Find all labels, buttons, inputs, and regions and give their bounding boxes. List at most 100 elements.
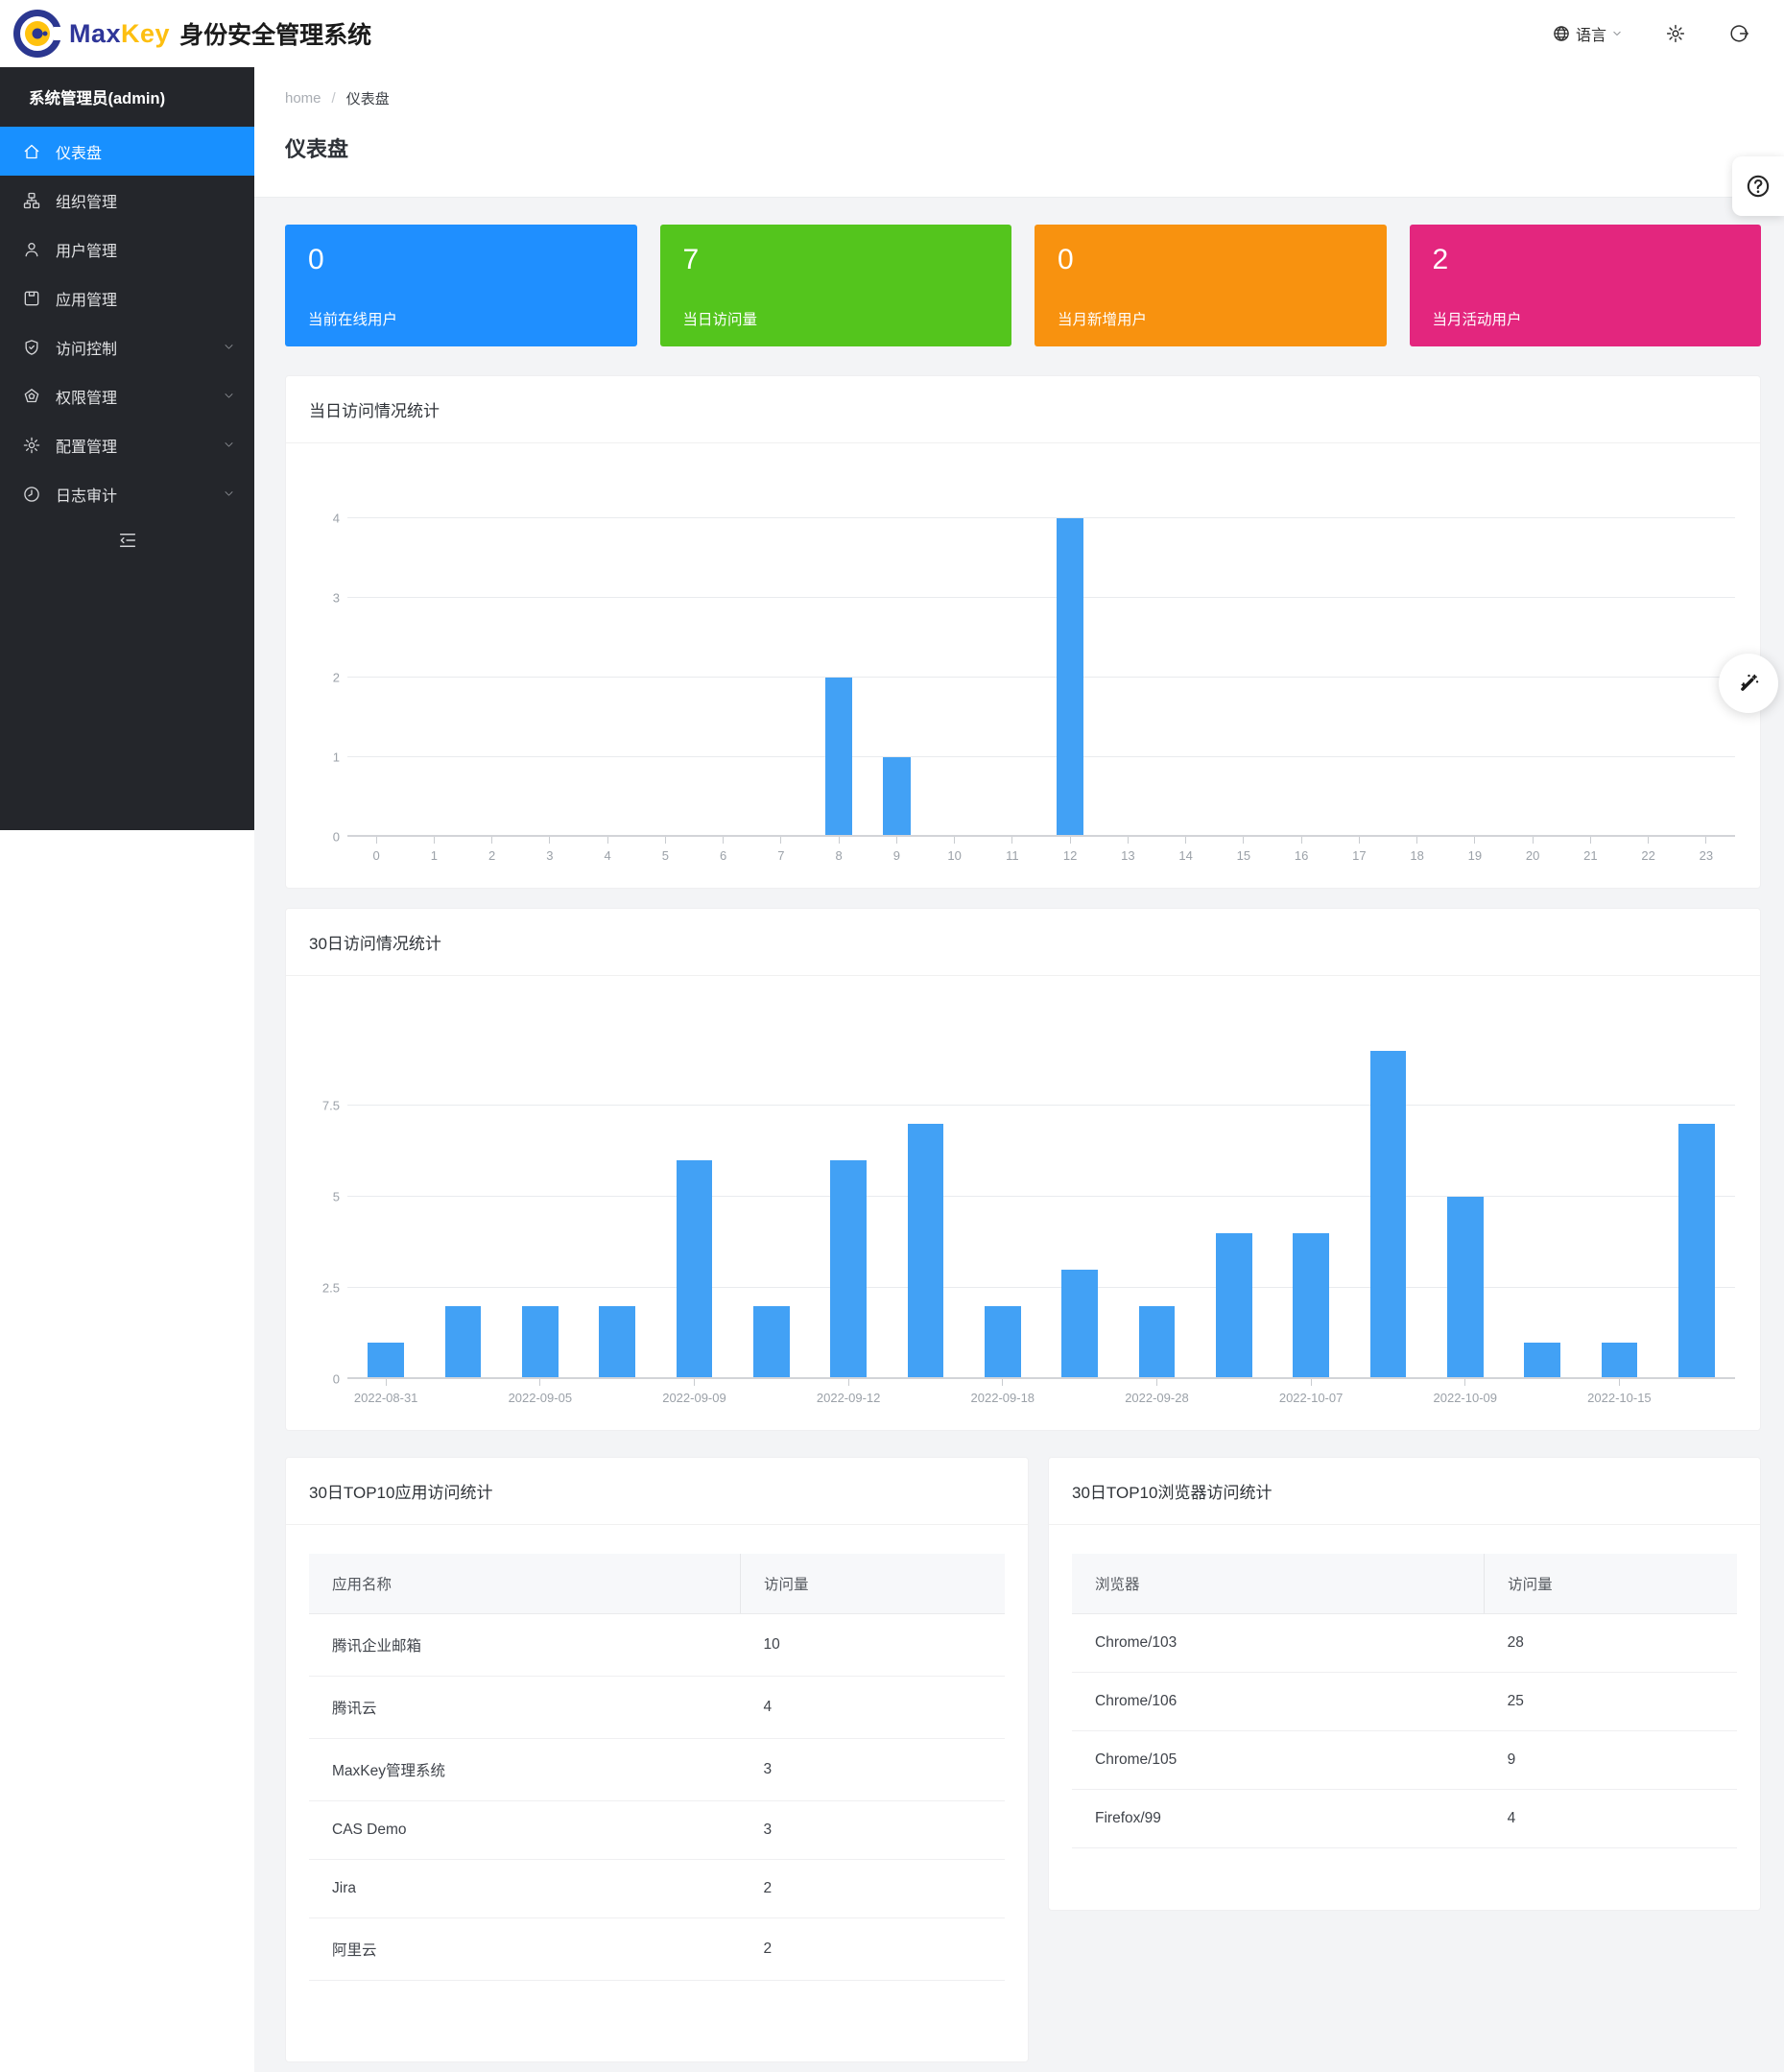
bar	[676, 1160, 713, 1379]
bar-slot	[1446, 482, 1504, 837]
y-tick-label: 0	[332, 1371, 340, 1387]
bar	[752, 1306, 790, 1379]
x-tick-label	[1658, 1391, 1735, 1405]
x-tick-mark	[1532, 837, 1534, 844]
x-tick-mark	[1358, 837, 1360, 844]
top-browsers-table: 浏览器 访问量 Chrome/103 28 Chrome/106 25 Chrome/105…	[1072, 1554, 1737, 1848]
x-tick-mark	[1474, 837, 1476, 844]
x-axis-line	[347, 835, 1735, 837]
x-tick-label: 16	[1294, 848, 1309, 863]
y-tick-label: 4	[332, 511, 340, 526]
x-tick-label: 19	[1467, 848, 1483, 863]
x-tick-mark	[895, 837, 897, 844]
x-tick-mark	[1300, 837, 1302, 844]
sidebar-item-label: 组织管理	[56, 194, 118, 211]
gridline	[347, 1287, 1735, 1288]
stat-cards-row: 0 当前在线用户 7 当日访问量 0 当月新增用户 2 当月活动用户	[285, 225, 1761, 346]
sidebar-item-label: 配置管理	[56, 439, 118, 456]
theme-wand-button[interactable]	[1719, 654, 1778, 713]
settings-button[interactable]	[1665, 23, 1686, 44]
x-tick-label: 5	[661, 848, 669, 863]
bar-slot	[655, 1014, 732, 1379]
bar-slot	[347, 482, 405, 837]
y-tick-label: 7.5	[321, 1098, 340, 1113]
table-cell: Jira	[309, 1859, 741, 1918]
bar-slot	[1273, 1014, 1349, 1379]
sidebar: 系统管理员(admin) 仪表盘 组织管理 用户管理 应用管理 访问控制 权限管理 配置管理…	[0, 67, 254, 830]
sidebar-item-user[interactable]: 用户管理	[0, 225, 254, 274]
bar-slot	[1041, 482, 1099, 837]
app-icon	[22, 289, 41, 308]
bar	[1369, 1051, 1407, 1379]
stat-label: 当前在线用户	[308, 312, 398, 328]
x-tick-label: 2022-09-09	[662, 1391, 726, 1405]
column-header: 访问量	[1484, 1554, 1737, 1614]
bar-series	[347, 1014, 1735, 1379]
brand-suffix: 身份安全管理系统	[179, 22, 372, 49]
x-tick-label: 2022-08-31	[353, 1391, 418, 1405]
x-tick-label	[1349, 1391, 1426, 1405]
stat-label: 当月新增用户	[1058, 312, 1148, 328]
bar	[1215, 1233, 1252, 1379]
bar-slot	[1427, 1014, 1504, 1379]
table-header-row: 应用名称 访问量	[309, 1554, 1005, 1614]
breadcrumb-home-link[interactable]: home	[285, 90, 321, 107]
menu-fold-button[interactable]	[117, 530, 138, 551]
bar-slot	[887, 1014, 963, 1379]
sidebar-item-app[interactable]: 应用管理	[0, 274, 254, 322]
x-tick-mark	[954, 837, 956, 844]
x-tick-mark	[1464, 1379, 1466, 1386]
x-tick-label	[1041, 1391, 1118, 1405]
sidebar-item-access[interactable]: 访问控制	[0, 322, 254, 371]
help-button[interactable]	[1732, 156, 1784, 216]
x-tick-mark	[1185, 837, 1187, 844]
table-cell: MaxKey管理系统	[309, 1738, 741, 1801]
daily-visits-panel: 当日访问情况统计 0 1 2 3 4 0 1 2 3 4 5 6 7 8 9 10 11 12 13 14 15 16 17…	[285, 375, 1761, 889]
logout-button[interactable]	[1728, 23, 1749, 44]
monthly-visits-panel: 30日访问情况统计 0 2.5 5 7.5 2022-08-31 2022-09-05 20…	[285, 908, 1761, 1431]
bar-slot	[1561, 482, 1619, 837]
clock-icon	[22, 485, 41, 504]
x-tick-label: 15	[1236, 848, 1251, 863]
user-icon	[22, 240, 41, 259]
bar-slot	[1099, 482, 1156, 837]
y-tick-label: 3	[332, 590, 340, 606]
table-cell: 腾讯企业邮箱	[309, 1613, 741, 1677]
x-tick-label: 2	[488, 848, 496, 863]
bar-slot	[464, 482, 521, 837]
globe-icon	[1552, 24, 1571, 43]
table-cell: 3	[740, 1738, 1005, 1801]
x-tick-label: 2022-10-07	[1278, 1391, 1344, 1405]
magic-wand-icon	[1735, 670, 1762, 697]
page-title: 仪表盘	[285, 137, 349, 161]
sidebar-item-config[interactable]: 配置管理	[0, 420, 254, 469]
panel-title: 30日TOP10应用访问统计	[286, 1458, 1028, 1525]
bar	[368, 1343, 405, 1379]
stat-card: 2 当月活动用户	[1409, 225, 1761, 346]
panel-title: 当日访问情况统计	[286, 376, 1760, 443]
sidebar-item-label: 仪表盘	[56, 145, 103, 162]
x-tick-label: 12	[1062, 848, 1078, 863]
table-cell: 腾讯云	[309, 1676, 741, 1739]
bar-slot	[1118, 1014, 1195, 1379]
x-tick-mark	[539, 1379, 541, 1386]
x-tick-label: 3	[546, 848, 554, 863]
sidebar-item-permission[interactable]: 权限管理	[0, 371, 254, 420]
x-tick-label: 22	[1641, 848, 1655, 863]
shield-icon	[22, 338, 41, 357]
sidebar-item-dashboard[interactable]: 仪表盘	[0, 127, 254, 176]
bar-slot	[521, 482, 579, 837]
table-row: Chrome/103 28	[1072, 1613, 1737, 1673]
brand-title: MaxKey	[69, 18, 171, 48]
bar-slot	[1273, 482, 1330, 837]
sidebar-item-label: 访问控制	[56, 341, 118, 358]
table-cell: 2	[740, 1917, 1005, 1981]
bar	[1138, 1306, 1176, 1379]
language-switcher[interactable]: 语言	[1552, 22, 1623, 45]
table-cell: 2	[740, 1859, 1005, 1918]
sidebar-item-org[interactable]: 组织管理	[0, 176, 254, 225]
x-tick-label	[733, 1391, 810, 1405]
table-cell: 4	[1484, 1789, 1737, 1848]
x-tick-label	[579, 1391, 655, 1405]
sidebar-item-audit[interactable]: 日志审计	[0, 469, 254, 518]
